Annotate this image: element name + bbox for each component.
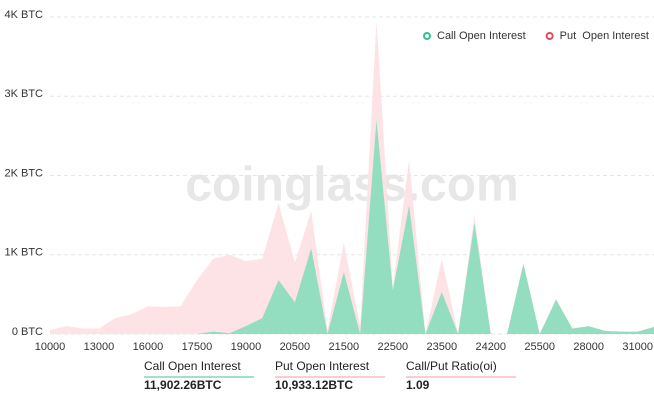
x-tick-label: 28000 bbox=[573, 341, 604, 353]
x-tick-label: 31000 bbox=[622, 341, 653, 353]
x-tick-label: 10000 bbox=[35, 341, 66, 353]
stat-label: Call Open Interest bbox=[144, 359, 241, 373]
x-tick-label: 25500 bbox=[524, 341, 555, 353]
y-tick-label: 4K BTC bbox=[4, 9, 43, 21]
x-tick-label: 24200 bbox=[475, 341, 506, 353]
x-tick-label: 17500 bbox=[182, 341, 213, 353]
x-tick-label: 23500 bbox=[426, 341, 457, 353]
y-tick-label: 2K BTC bbox=[4, 167, 43, 179]
x-tick-label: 22500 bbox=[378, 341, 409, 353]
legend-marker bbox=[423, 32, 431, 40]
stat-value: 10,933.12BTC bbox=[275, 378, 353, 392]
watermark: coinglass.com bbox=[185, 159, 518, 212]
legend-label: Call Open Interest bbox=[437, 30, 526, 42]
stat-value: 11,902.26BTC bbox=[144, 378, 222, 392]
legend-marker bbox=[545, 32, 554, 40]
x-tick-label: 13000 bbox=[84, 341, 115, 353]
stat-value: 1.09 bbox=[406, 378, 430, 392]
x-tick-label: 19000 bbox=[231, 341, 262, 353]
x-tick-label: 20500 bbox=[280, 341, 311, 353]
x-tick-label: 21500 bbox=[329, 341, 360, 353]
x-tick-label: 16000 bbox=[133, 341, 164, 353]
y-tick-label: 3K BTC bbox=[4, 88, 43, 100]
stat-label: Call/Put Ratio(oi) bbox=[406, 359, 497, 373]
legend-label: Put Open Interest bbox=[560, 30, 649, 42]
y-tick-label: 0 BTC bbox=[12, 326, 43, 338]
y-tick-label: 1K BTC bbox=[4, 247, 43, 259]
stat-label: Put Open Interest bbox=[275, 359, 370, 373]
